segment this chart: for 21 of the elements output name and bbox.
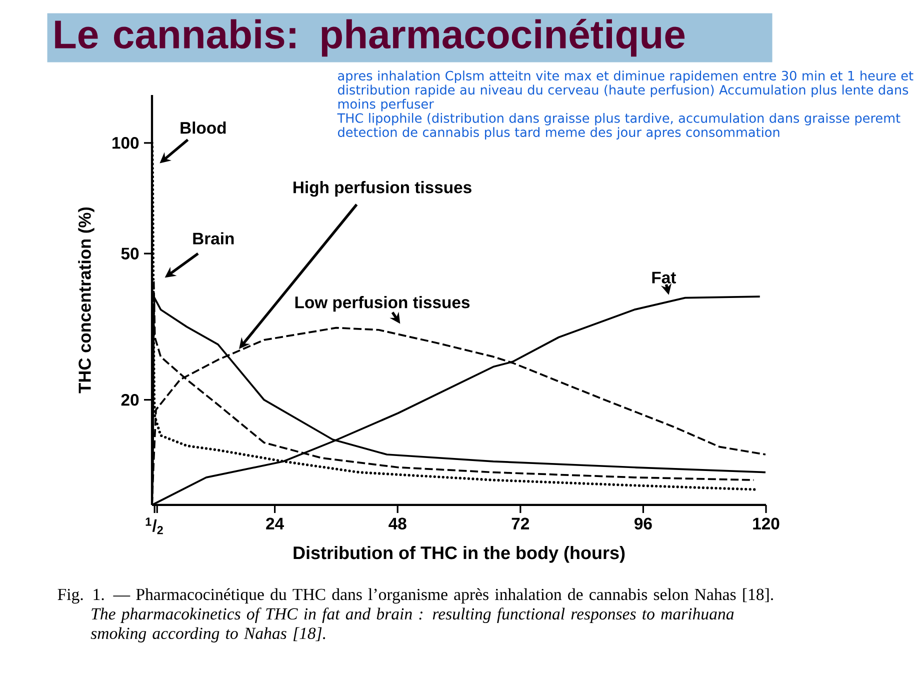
x-tick-label: 96 xyxy=(634,518,652,530)
series-label: Blood xyxy=(180,122,226,134)
x-axis-title: Distribution of THC in the body (hours) xyxy=(294,546,625,563)
x-tick-label: 48 xyxy=(388,518,406,530)
text: High perfusion tissues xyxy=(294,181,472,197)
y-axis-title: THC concentration (%) xyxy=(78,207,94,394)
x-tick-label: 72 xyxy=(512,518,529,530)
series-label: Low perfusion tissues xyxy=(295,296,470,312)
x-tick-label: 24 xyxy=(266,518,284,530)
caption: Fig. 1. — Pharmacocinétique du THC dans l’organisme après inhalation de cannabis selon Nahas [18]. xyxy=(58,588,774,604)
y-tick-label: 50 xyxy=(121,248,139,260)
chart-title: Le cannabis: pharmacocinétique xyxy=(55,18,685,57)
text: Brain xyxy=(193,232,234,244)
y-tick-label: 100 xyxy=(112,137,139,149)
annotation: apres inhalation Cplsm atteitn vite max et diminue rapidemen entre 30 min et 1 heure et distribution rapide au niveau du cerveau (haute perfusion) Accumulation plus lente dans moins perfuser xyxy=(338,70,914,112)
x-tick-label: $^{1}$/$_{2}$ xyxy=(146,518,163,534)
series-label: Fat xyxy=(652,272,676,284)
text: The pharmacokinetics of THC in fat and brain : resulting functional responses to marihuana smoking according to Nahas [18]. xyxy=(90,608,734,642)
y-tick-label: 20 xyxy=(121,394,139,406)
annotation: THC lipophile (distribution dans graisse plus tardive, accumulation dans graisse peremt detection de cannabis plus tard meme des jour apres consommation xyxy=(337,112,900,140)
x-tick-label: 120 xyxy=(753,518,780,530)
